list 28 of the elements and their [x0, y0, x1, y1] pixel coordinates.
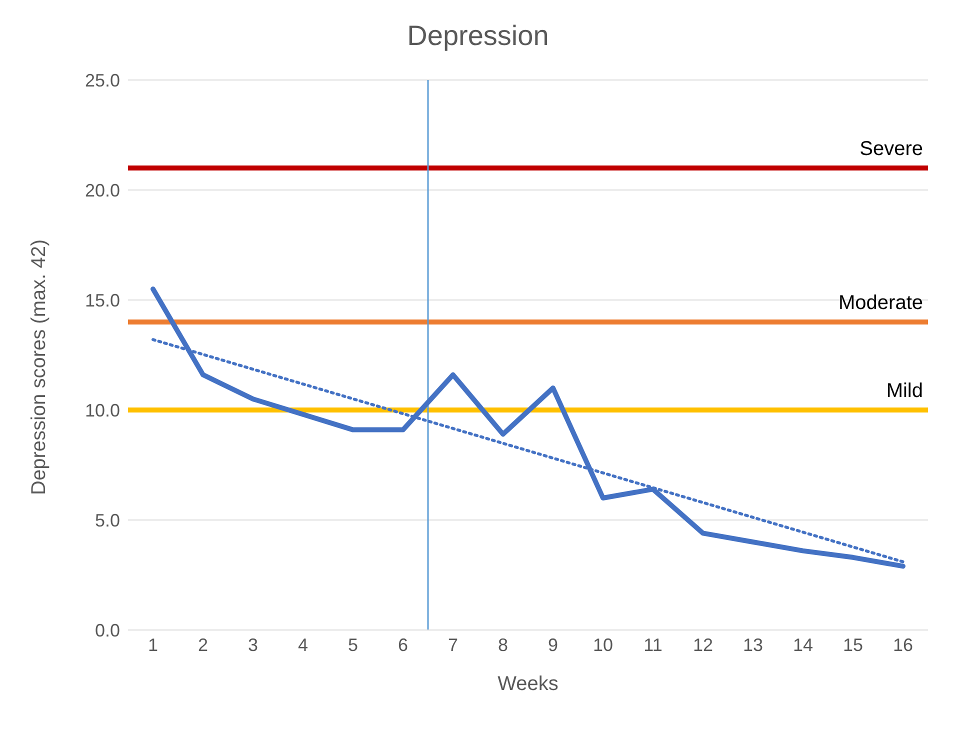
y-tick-label: 25.0 [84, 70, 120, 90]
x-tick-label: 15 [842, 634, 864, 655]
x-tick-label: 11 [644, 634, 662, 655]
y-tick-label: 0.0 [94, 620, 120, 640]
y-tick-label: 10.0 [84, 400, 120, 420]
x-tick-label: 3 [248, 634, 258, 655]
y-tick-label: 15.0 [84, 290, 120, 310]
y-tick-label: 20.0 [84, 180, 120, 200]
x-tick-label: 13 [742, 634, 764, 655]
x-tick-label: 5 [348, 634, 358, 655]
x-tick-label: 14 [792, 634, 814, 655]
x-tick-label: 9 [548, 634, 558, 655]
x-tick-label: 4 [298, 634, 308, 655]
chart-title: Depression [406, 19, 550, 53]
x-tick-label: 8 [498, 634, 508, 655]
y-tick-label: 5.0 [94, 510, 120, 530]
x-tick-label: 2 [198, 634, 208, 655]
ref-line-label: Severe [860, 138, 923, 160]
x-tick-label: 16 [892, 634, 914, 655]
ref-line-label: Moderate [838, 292, 923, 314]
x-tick-label: 10 [592, 634, 614, 655]
x-tick-label: 12 [692, 634, 714, 655]
x-tick-label: 1 [148, 634, 158, 655]
y-axis-title: Depression scores (max. 42) [28, 239, 50, 495]
x-tick-label: 6 [398, 634, 408, 655]
x-axis-title: Weeks [498, 673, 558, 695]
ref-line-label: Mild [886, 380, 923, 402]
x-tick-label: 7 [448, 634, 458, 655]
